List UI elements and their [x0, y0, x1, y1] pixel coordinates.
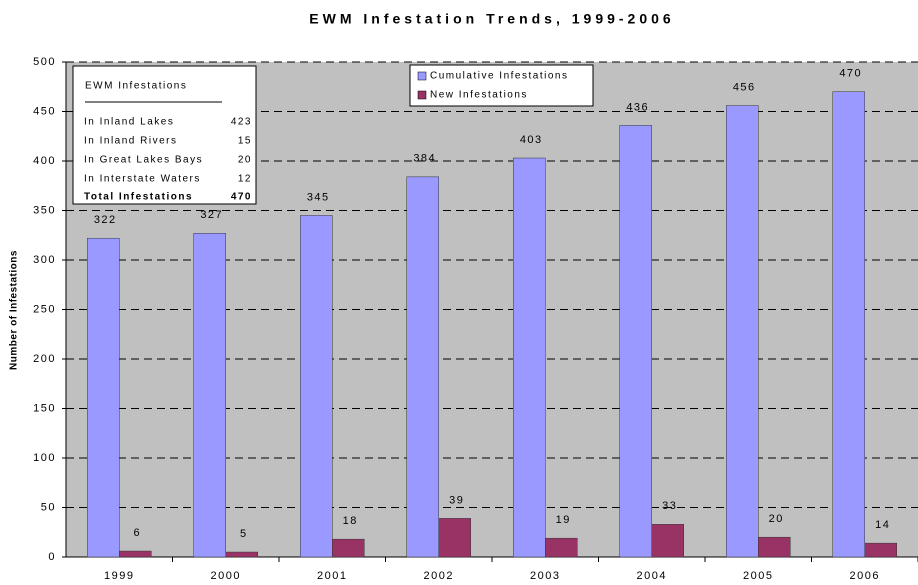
y-tick-label: 150 — [33, 402, 56, 414]
inset-row-value: 15 — [238, 136, 252, 147]
bar — [300, 215, 333, 558]
y-tick-label: 500 — [33, 56, 56, 68]
data-label: 33 — [662, 500, 677, 512]
legend-box — [409, 64, 594, 107]
bar — [513, 157, 546, 558]
y-tick-label: 250 — [33, 303, 56, 315]
bar — [832, 91, 865, 558]
y-tick-label: 200 — [33, 353, 56, 365]
bar — [545, 537, 578, 558]
y-tick-label: 350 — [33, 204, 56, 216]
y-tick-label: 0 — [48, 551, 56, 563]
inset-row-label: In Inland Rivers — [84, 136, 177, 147]
inset-total-label: Total Infestations — [84, 192, 193, 203]
bar — [438, 518, 471, 558]
bar — [651, 524, 684, 558]
y-tick-label: 300 — [33, 254, 56, 266]
bar — [225, 551, 258, 558]
x-tick-label: 2004 — [637, 570, 667, 582]
inset-title: EWM Infestations — [85, 81, 187, 92]
inset-row-value: 20 — [238, 155, 252, 166]
x-tick-label: 2002 — [424, 570, 454, 582]
y-tick-label: 400 — [33, 155, 56, 167]
data-label: 39 — [449, 494, 464, 506]
bar — [726, 105, 759, 558]
x-tick-label: 2006 — [850, 570, 880, 582]
data-label: 436 — [626, 101, 649, 113]
data-label: 470 — [839, 68, 862, 80]
data-label: 322 — [94, 214, 117, 226]
data-label: 5 — [240, 528, 248, 540]
data-label: 14 — [875, 519, 890, 531]
inset-row-label: In Inland Lakes — [84, 117, 174, 128]
y-tick-label: 50 — [41, 501, 56, 513]
data-label: 327 — [200, 209, 223, 221]
data-label: 456 — [733, 81, 756, 93]
inset-row-value: 12 — [238, 174, 252, 185]
y-axis-label: Number of Infestations — [9, 250, 20, 370]
data-label: 384 — [413, 153, 436, 165]
legend-label: New Infestations — [430, 90, 528, 101]
bar — [406, 176, 439, 558]
x-tick-label: 2000 — [211, 570, 241, 582]
x-tick-label: 2005 — [743, 570, 773, 582]
bar — [193, 233, 226, 558]
legend-label: Cumulative Infestations — [430, 71, 568, 82]
data-label: 6 — [133, 527, 141, 539]
inset-box — [72, 65, 257, 205]
x-tick-label: 2003 — [530, 570, 560, 582]
legend-swatch — [417, 90, 427, 100]
bar — [332, 538, 365, 558]
x-tick-label: 2001 — [317, 570, 347, 582]
y-tick-label: 100 — [33, 452, 56, 464]
data-label: 20 — [769, 513, 784, 525]
data-label: 19 — [556, 514, 571, 526]
inset-row-value: 423 — [231, 117, 252, 128]
bar — [758, 536, 791, 558]
inset-row-label: In Interstate Waters — [84, 174, 201, 185]
inset-row-label: In Great Lakes Bays — [84, 155, 203, 166]
data-label: 18 — [343, 515, 358, 527]
legend-swatch — [417, 71, 427, 81]
bar — [119, 550, 152, 558]
inset-total-value: 470 — [231, 192, 252, 203]
data-label: 345 — [307, 191, 330, 203]
data-label: 403 — [520, 134, 543, 146]
chart-title: EWM Infestation Trends, 1999-2006 — [309, 11, 674, 27]
bar — [87, 237, 120, 558]
y-tick-label: 450 — [33, 105, 56, 117]
x-tick-label: 1999 — [104, 570, 134, 582]
bar — [619, 125, 652, 558]
bar — [864, 542, 897, 558]
